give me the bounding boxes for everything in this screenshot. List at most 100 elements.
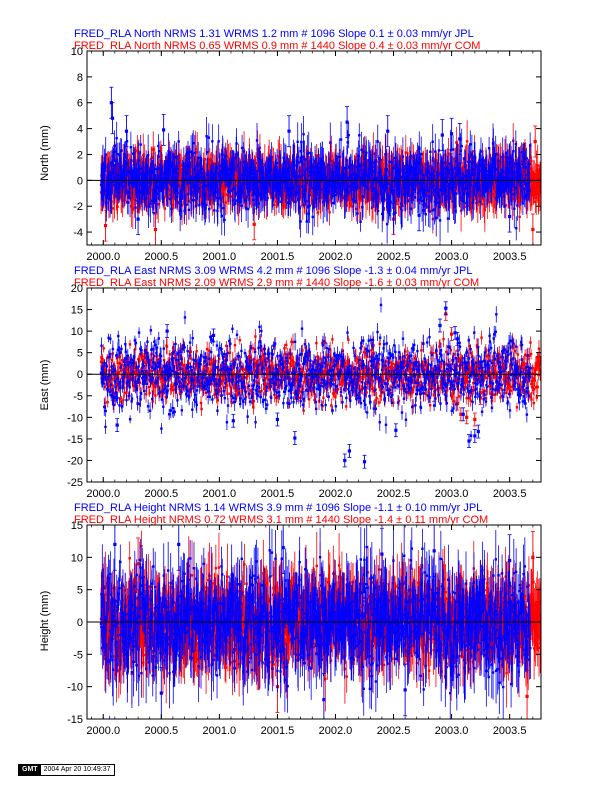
data-point — [196, 169, 199, 172]
data-point — [371, 161, 374, 164]
data-point — [456, 158, 459, 161]
data-point — [247, 166, 251, 170]
data-point — [375, 176, 379, 180]
data-point — [411, 192, 414, 195]
data-point — [258, 158, 262, 162]
data-point — [114, 159, 118, 163]
data-point — [236, 164, 240, 167]
data-point — [237, 203, 240, 207]
data-point — [257, 180, 261, 183]
data-point — [491, 142, 495, 145]
data-point — [128, 197, 132, 200]
data-point — [208, 207, 211, 211]
data-point — [134, 159, 138, 162]
data-point — [326, 199, 329, 202]
data-point — [354, 173, 357, 177]
data-point — [409, 154, 413, 158]
data-point — [197, 156, 200, 160]
data-point — [409, 207, 413, 210]
data-point — [421, 180, 425, 184]
data-point — [189, 192, 193, 196]
data-point — [491, 166, 494, 169]
data-point — [351, 172, 354, 176]
data-point — [463, 205, 466, 208]
data-point — [142, 192, 146, 195]
data-point — [189, 175, 192, 178]
data-point — [460, 177, 464, 180]
data-point — [355, 186, 358, 189]
data-point — [181, 188, 185, 191]
data-point — [339, 138, 343, 141]
data-point — [244, 199, 247, 202]
data-point — [347, 134, 350, 137]
data-point — [202, 193, 205, 196]
data-point — [402, 181, 405, 184]
data-point — [302, 133, 305, 136]
data-point — [292, 193, 296, 197]
data-point — [323, 174, 326, 177]
data-point — [458, 162, 461, 165]
data-point — [163, 177, 167, 181]
data-point — [460, 196, 463, 200]
data-point — [279, 164, 283, 167]
data-point — [204, 172, 207, 176]
data-point — [168, 197, 172, 201]
data-point — [257, 156, 260, 160]
data-point — [140, 195, 144, 198]
data-point — [381, 198, 384, 201]
data-point — [242, 160, 245, 164]
data-point — [439, 171, 442, 174]
data-point — [257, 202, 260, 205]
data-point — [472, 200, 475, 203]
data-point — [194, 205, 198, 208]
data-point — [104, 153, 107, 156]
data-point — [193, 175, 196, 179]
data-point — [369, 163, 373, 167]
data-point — [307, 172, 310, 176]
data-point — [348, 166, 351, 169]
data-point — [465, 187, 469, 190]
data-point — [437, 198, 441, 202]
data-point — [274, 184, 278, 187]
data-point — [431, 209, 435, 212]
data-point — [529, 159, 533, 163]
data-point — [362, 163, 366, 166]
data-point — [249, 174, 252, 178]
data-point — [104, 165, 107, 168]
data-point — [119, 157, 122, 161]
data-point — [506, 161, 509, 164]
data-point — [292, 157, 295, 160]
data-point — [407, 165, 411, 168]
data-point — [231, 160, 234, 164]
data-point — [479, 171, 483, 175]
data-point — [120, 149, 123, 152]
data-point — [361, 206, 364, 209]
data-point — [381, 171, 385, 174]
data-point — [218, 175, 221, 178]
data-point — [300, 160, 303, 163]
data-point — [222, 168, 225, 171]
data-point — [196, 151, 199, 154]
data-point — [387, 206, 391, 210]
data-point — [252, 222, 256, 226]
data-point — [355, 165, 359, 169]
data-point — [116, 205, 119, 208]
data-point — [307, 174, 311, 178]
data-point — [332, 178, 336, 181]
data-point — [291, 162, 295, 165]
data-point — [294, 192, 298, 195]
data-point — [151, 170, 155, 173]
data-point — [507, 184, 510, 187]
data-point — [313, 205, 316, 209]
data-point — [308, 193, 312, 197]
data-point — [447, 152, 450, 155]
data-point — [311, 215, 314, 219]
data-point — [419, 171, 422, 175]
data-point — [262, 180, 265, 183]
data-point — [125, 174, 128, 177]
data-point — [473, 187, 477, 191]
data-point — [101, 181, 104, 184]
data-point — [174, 183, 177, 187]
data-point — [411, 171, 415, 174]
data-point — [112, 184, 116, 187]
